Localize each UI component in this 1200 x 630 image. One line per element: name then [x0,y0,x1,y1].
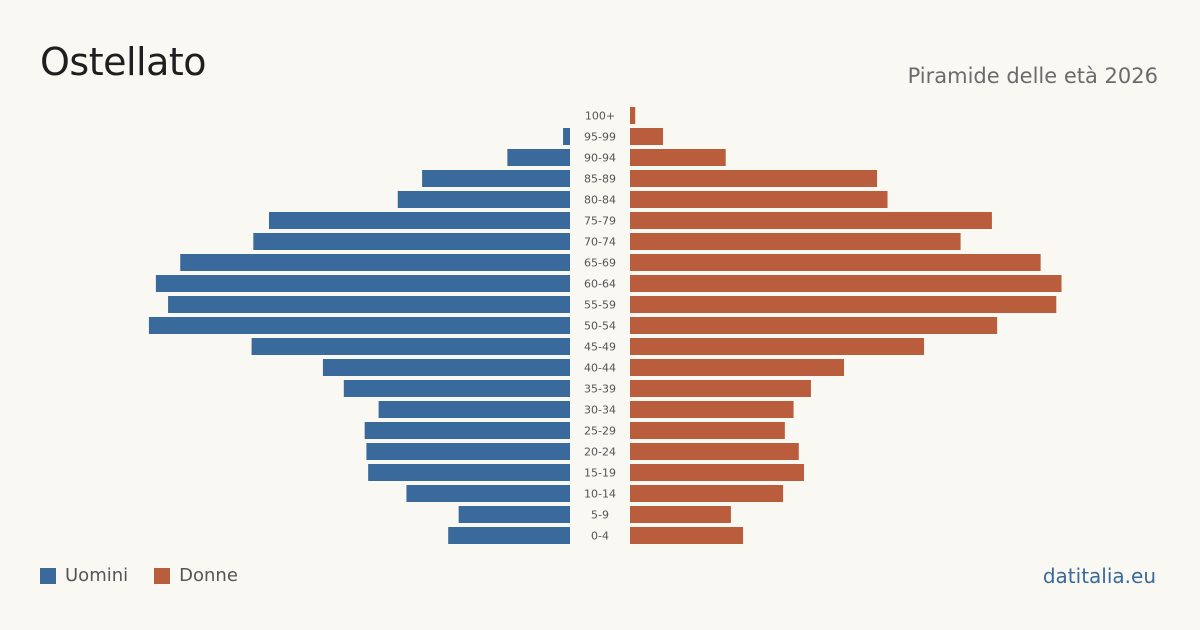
bar-men-90-94 [507,149,570,166]
bar-men-80-84 [397,191,570,208]
bar-men-20-24 [366,443,570,460]
bar-women-30-34 [630,401,794,418]
age-group-label: 20-24 [584,446,616,459]
brand-link[interactable]: datitalia.eu [1042,564,1156,588]
bar-women-75-79 [630,212,992,229]
bar-men-60-64 [155,275,570,292]
bar-men-70-74 [253,233,570,250]
bar-women-45-49 [630,338,925,355]
age-group-label: 30-34 [584,404,616,417]
bar-women-85-89 [630,170,878,187]
bar-women-40-44 [630,359,845,376]
age-group-label: 100+ [585,110,615,123]
age-group-label: 35-39 [584,383,616,396]
age-group-label: 60-64 [584,278,616,291]
bar-women-35-39 [630,380,811,397]
bar-women-5-9 [630,506,731,523]
age-group-label: 50-54 [584,320,616,333]
bar-women-55-59 [630,296,1057,313]
age-group-label: 95-99 [584,131,616,144]
age-group-label: 65-69 [584,257,616,270]
chart-subtitle: Piramide delle età 2026 [907,64,1158,88]
bar-women-0-4 [630,527,744,544]
bar-women-15-19 [630,464,804,481]
bar-men-0-4 [448,527,570,544]
bar-women-90-94 [630,149,726,166]
bar-men-30-34 [378,401,570,418]
page-title: Ostellato [40,40,207,84]
age-group-label: 40-44 [584,362,616,375]
bar-men-65-69 [180,254,571,271]
bar-women-80-84 [630,191,888,208]
age-group-label: 80-84 [584,194,616,207]
age-group-label: 75-79 [584,215,616,228]
bar-men-95-99 [563,128,570,145]
bar-men-55-59 [168,296,570,313]
age-group-label: 85-89 [584,173,616,186]
bar-women-10-14 [630,485,784,502]
bar-women-60-64 [630,275,1062,292]
legend-swatch-women [154,567,171,584]
bar-women-100+ [630,107,636,124]
age-group-label: 15-19 [584,467,616,480]
bar-men-75-79 [268,212,570,229]
bar-men-45-49 [251,338,570,355]
bar-women-20-24 [630,443,799,460]
bar-men-25-29 [364,422,570,439]
legend-item-women: Donne [154,565,238,586]
chart-legend: Uomini Donne [40,565,238,586]
bar-women-50-54 [630,317,998,334]
age-group-label: 90-94 [584,152,616,165]
bar-men-5-9 [458,506,570,523]
legend-label-men: Uomini [65,565,129,586]
age-group-label: 55-59 [584,299,616,312]
age-group-label: 70-74 [584,236,616,249]
age-group-label: 0-4 [591,530,609,543]
bar-women-65-69 [630,254,1041,271]
bar-men-15-19 [368,464,570,481]
legend-item-men: Uomini [40,565,128,586]
bar-men-50-54 [148,317,571,334]
bar-women-95-99 [630,128,664,145]
age-group-label: 10-14 [584,488,616,501]
bar-men-35-39 [343,380,570,397]
bar-men-40-44 [322,359,570,376]
age-group-label: 45-49 [584,341,616,354]
bar-women-70-74 [630,233,961,250]
bar-men-85-89 [422,170,570,187]
bar-men-10-14 [406,485,570,502]
age-group-label: 5-9 [591,509,609,522]
age-group-label: 25-29 [584,425,616,438]
bar-women-25-29 [630,422,785,439]
legend-swatch-men [40,567,56,584]
legend-label-women: Donne [179,565,238,586]
